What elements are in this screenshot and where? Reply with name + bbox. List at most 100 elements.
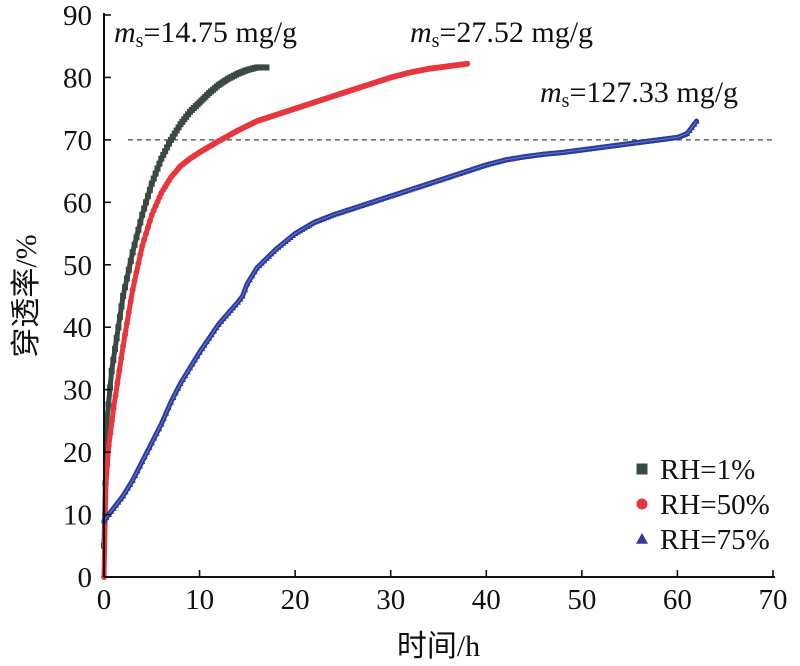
x-tick-label: 40 [472, 584, 501, 616]
series-line [101, 61, 470, 580]
data-point [139, 243, 146, 250]
data-point [150, 175, 157, 182]
data-point [105, 401, 112, 408]
data-point [160, 151, 167, 158]
data-point [108, 417, 115, 424]
series-line [101, 118, 700, 524]
y-tick-label: 10 [63, 500, 92, 532]
data-point [135, 260, 142, 267]
data-point [175, 124, 182, 131]
x-tick-label: 70 [759, 584, 788, 616]
data-point [154, 165, 161, 172]
data-point [105, 442, 112, 449]
series-line-highlight [103, 120, 697, 522]
legend: RH=1%RH=50%RH=75% [636, 454, 770, 556]
data-point [113, 335, 120, 342]
data-point [139, 211, 146, 218]
data-point [120, 293, 127, 299]
data-point [169, 133, 176, 140]
annotation-ms-1: ms=27.52 mg/g [410, 16, 593, 52]
annotations: ms=14.75 mg/g ms=27.52 mg/g ms=127.33 mg/g [114, 16, 738, 112]
data-point [133, 234, 140, 241]
data-point [110, 405, 117, 412]
data-point [122, 331, 129, 338]
data-point [110, 357, 117, 364]
data-point [103, 417, 110, 424]
data-point [118, 303, 125, 310]
data-point [127, 258, 134, 265]
x-tick-label: 20 [281, 584, 310, 616]
legend-label: RH=75% [660, 524, 770, 556]
x-tick-label: 60 [663, 584, 692, 616]
y-tick-label: 80 [63, 62, 92, 94]
y-tick-label: 30 [63, 375, 92, 407]
data-point [116, 367, 123, 374]
data-point [120, 342, 127, 349]
data-point [173, 127, 180, 134]
data-point [144, 224, 151, 231]
y-tick-label: 70 [63, 125, 92, 157]
data-point [125, 266, 132, 273]
data-point [131, 241, 138, 248]
data-point [143, 230, 150, 237]
legend-marker [636, 498, 648, 510]
data-point [125, 309, 132, 316]
data-point [464, 60, 471, 67]
data-point [158, 155, 165, 162]
data-point [127, 297, 134, 304]
annotation-ms-0: ms=14.75 mg/g [114, 16, 297, 52]
data-point [152, 170, 159, 177]
legend-marker [636, 533, 648, 544]
data-point [129, 286, 136, 293]
annotation-ms-2: ms=127.33 mg/g [540, 76, 738, 112]
x-tick-label: 50 [567, 584, 596, 616]
data-point [112, 392, 119, 399]
y-tick-label: 90 [63, 0, 92, 32]
data-point [263, 64, 270, 71]
data-point [115, 324, 122, 331]
data-point [144, 193, 151, 200]
data-point [129, 249, 136, 256]
data-point [133, 269, 140, 276]
data-point [116, 313, 123, 320]
data-point [146, 218, 153, 225]
data-point [135, 226, 142, 233]
legend-item: RH=1% [636, 454, 755, 486]
series-RH=1% [101, 64, 270, 549]
data-point [693, 118, 700, 124]
series-RH=75% [100, 118, 700, 524]
data-point [143, 199, 150, 206]
data-point [148, 180, 155, 187]
data-point [156, 160, 163, 167]
y-tick-label: 50 [63, 250, 92, 282]
legend-marker [636, 463, 648, 475]
data-point [167, 136, 174, 143]
data-point [118, 355, 125, 362]
legend-label: RH=50% [660, 489, 770, 521]
y-tick-label: 20 [63, 437, 92, 469]
x-tick-label: 10 [185, 584, 214, 616]
data-point [141, 205, 148, 212]
data-point [104, 461, 111, 468]
y-axis-title: 穿透率/% [10, 234, 43, 357]
data-point [107, 430, 114, 437]
data-point [107, 384, 114, 391]
ticks: 0 10 20 30 40 50 60 70 0 10 20 30 40 50 60 70 80 90 [63, 0, 788, 616]
data-point [164, 144, 171, 151]
legend-item: RH=75% [636, 524, 770, 556]
data-point [137, 251, 144, 258]
data-point [123, 275, 130, 282]
legend-item: RH=50% [636, 489, 770, 521]
y-tick-label: 0 [78, 562, 93, 594]
y-tick-label: 60 [63, 187, 92, 219]
y-tick-label: 40 [63, 312, 92, 344]
data-point [114, 380, 121, 387]
series-RH=50% [101, 60, 471, 580]
data-point [123, 320, 130, 327]
x-tick-label: 0 [97, 584, 112, 616]
data-point [165, 140, 172, 147]
legend-label: RH=1% [660, 454, 755, 486]
x-axis-title: 时间/h [397, 630, 480, 663]
data-point [108, 367, 115, 374]
